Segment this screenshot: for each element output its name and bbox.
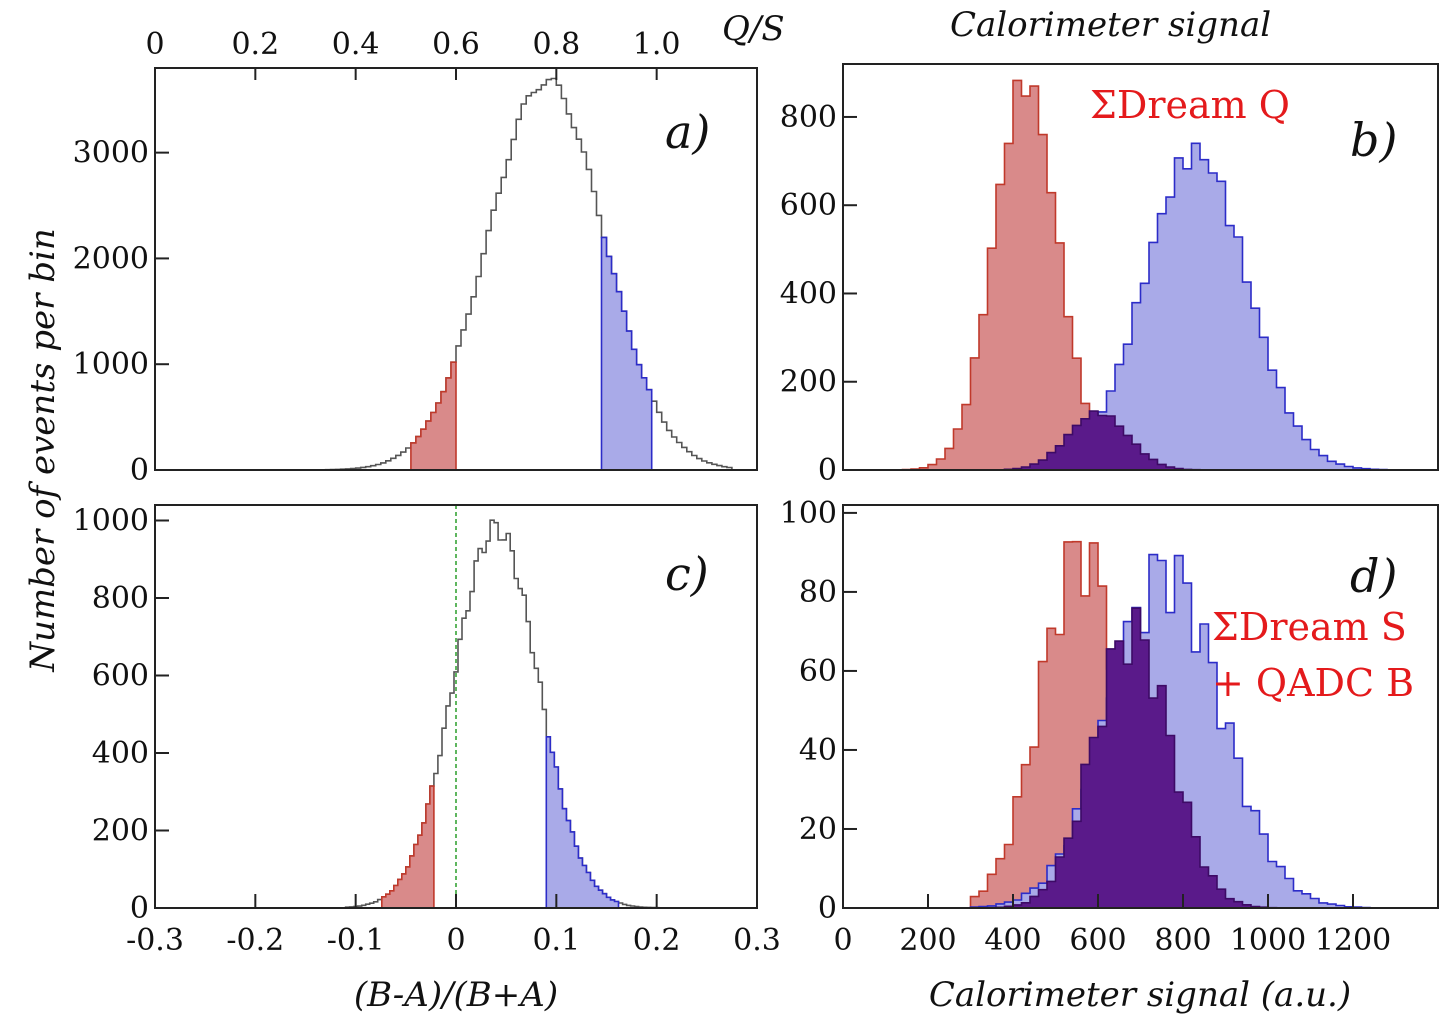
x-tick-label: 0.1: [532, 923, 580, 958]
shaded-left-region: [381, 785, 435, 909]
panel-a-ytick-label: 3000: [73, 136, 149, 171]
annotation-qadc-b: + QADC B: [1212, 661, 1414, 705]
top-axis-title: Q/S: [722, 9, 785, 49]
annotation-dream-s: ΣDream S: [1212, 605, 1407, 649]
x-tick-label: 200: [899, 923, 956, 958]
x-tick-label: 0.2: [633, 923, 681, 958]
x-tick-label: -0.1: [327, 923, 385, 958]
histogram-outline: [344, 519, 660, 909]
panel-c-ytick-label: 0: [130, 891, 149, 926]
panel-a-ytick-label: 2000: [73, 241, 149, 276]
x-tick-label: 400: [984, 923, 1041, 958]
top-axis-tick-label: 0.2: [231, 27, 279, 62]
shaded-left-region: [410, 361, 457, 471]
panel-c-ytick-label: 200: [92, 814, 149, 849]
shaded-right-region: [545, 736, 620, 909]
panel-a: 0 1000 2000 3000 0 0.2 0.4 0.6 0.8 1.0 a): [73, 27, 758, 488]
panel-b: 0 200 400 600 800 ΣDream Q b): [780, 63, 1439, 488]
panel-b-ytick-label: 200: [780, 365, 837, 400]
panel-letter: d): [1350, 549, 1397, 603]
top-axis-tick-label: 0.8: [532, 27, 580, 62]
x-tick-label: 600: [1069, 923, 1126, 958]
panel-d-ytick-label: 80: [799, 575, 837, 610]
panel-c-ytick-label: 800: [92, 581, 149, 616]
x-tick-label: 1200: [1315, 923, 1391, 958]
panel-a-ytick-label: 0: [130, 453, 149, 488]
x-tick-label: 0: [833, 923, 852, 958]
plot-frame: [842, 63, 1439, 471]
x-tick-label: 800: [1154, 923, 1211, 958]
panel-b-ytick-label: 0: [818, 453, 837, 488]
shaded-right-region: [600, 236, 653, 471]
panel-d-ytick-label: 40: [799, 733, 837, 768]
panel-letter: a): [665, 105, 710, 159]
panel-a-ytick-label: 1000: [73, 347, 149, 382]
panel-c: 0 200 400 600 800 1000 -0.3 -0.2 -0.1 0 0.1 0.2 0.3 (…: [73, 504, 781, 1016]
panel-c-ytick-label: 1000: [73, 504, 149, 539]
histogram-outline: [304, 77, 733, 471]
top-axis-tick-label: 0.6: [432, 27, 480, 62]
x-axis-label: Calorimeter signal (a.u.): [929, 975, 1351, 1015]
x-tick-label: 1000: [1230, 923, 1306, 958]
x-tick-label: -0.3: [126, 923, 184, 958]
top-axis-tick-label: 0.4: [332, 27, 380, 62]
panel-c-ytick-label: 600: [92, 659, 149, 694]
plot-frame: [842, 504, 1439, 909]
x-tick-label: -0.2: [226, 923, 284, 958]
series-2-histogram: [969, 553, 1397, 909]
shared-y-label: Number of events per bin: [23, 228, 63, 672]
panel-letter: b): [1350, 113, 1397, 167]
panel-d-ytick-label: 60: [799, 654, 837, 689]
x-axis-label: (B-A)/(B+A): [354, 975, 558, 1015]
top-right-title: Calorimeter signal: [950, 5, 1271, 45]
panel-d-ytick-label: 0: [818, 891, 837, 926]
x-tick-label: 0: [446, 923, 465, 958]
panel-d-ytick-label: 100: [780, 496, 837, 531]
annotation-dream-q: ΣDream Q: [1090, 83, 1290, 127]
x-tick-label: 0.3: [733, 923, 781, 958]
panel-b-ytick-label: 600: [780, 188, 837, 223]
panel-b-ytick-label: 800: [780, 100, 837, 135]
panel-b-ytick-label: 400: [780, 276, 837, 311]
series-2-histogram: [843, 142, 1438, 471]
panel-d-ytick-label: 20: [799, 812, 837, 847]
panel-c-ytick-label: 400: [92, 736, 149, 771]
top-axis-tick-label: 1.0: [633, 27, 681, 62]
top-axis-tick-label: 0: [145, 27, 164, 62]
panel-letter: c): [665, 547, 709, 601]
